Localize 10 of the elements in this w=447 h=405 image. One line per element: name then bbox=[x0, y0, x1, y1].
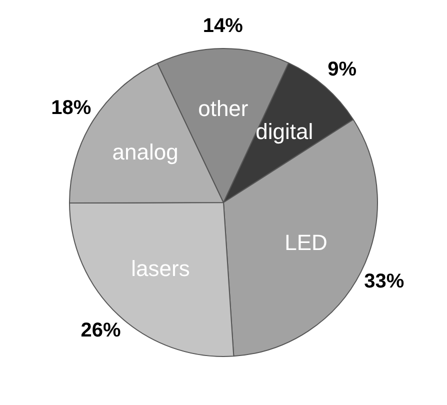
data-label: 33% bbox=[364, 270, 404, 292]
slice-label: digital bbox=[256, 119, 314, 144]
slice-label: other bbox=[198, 96, 248, 122]
slice-label: LED bbox=[284, 230, 328, 256]
data-label: 9% bbox=[328, 58, 357, 81]
slice-label: lasers bbox=[131, 256, 190, 282]
data-label: 14% bbox=[202, 15, 244, 38]
data-label: 26% bbox=[80, 320, 121, 342]
data-label: 18% bbox=[51, 97, 92, 120]
slice-label: analog bbox=[112, 139, 178, 164]
